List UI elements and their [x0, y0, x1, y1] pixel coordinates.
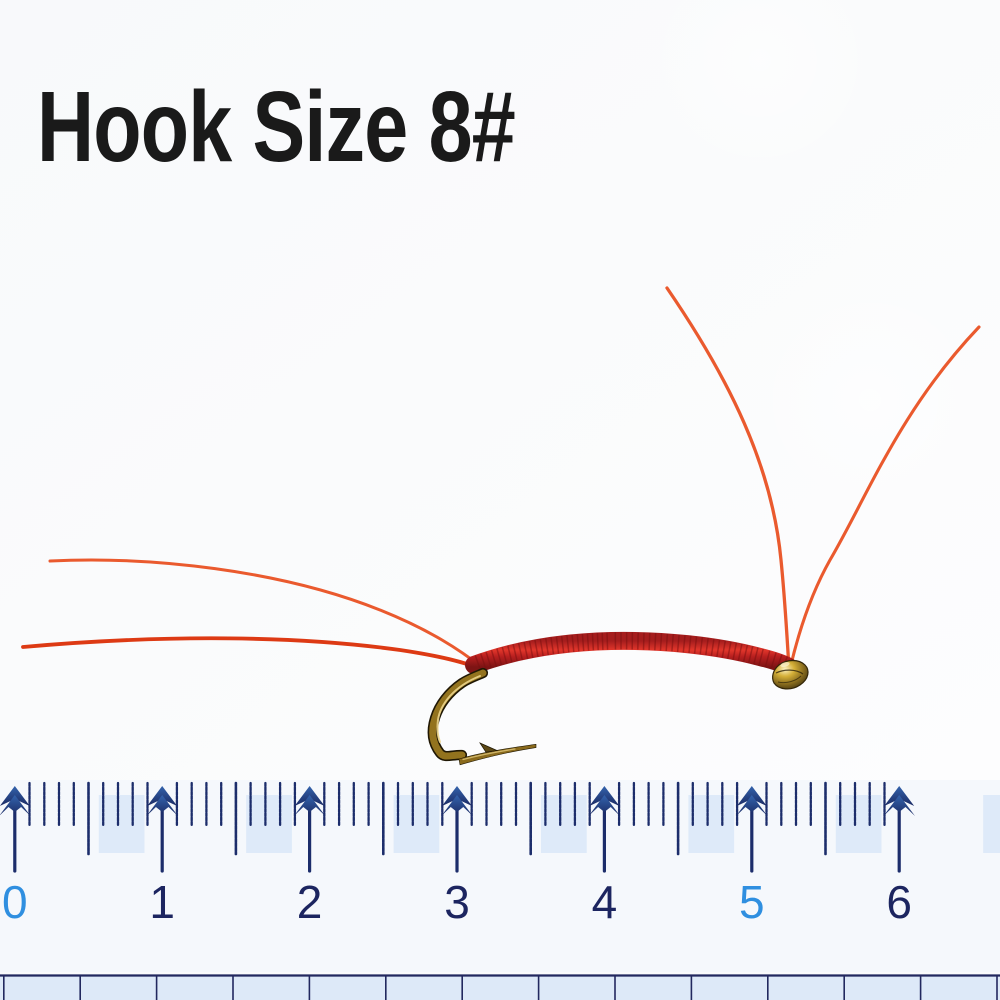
svg-text:6: 6	[886, 876, 912, 928]
svg-text:5: 5	[739, 876, 765, 928]
svg-text:0: 0	[2, 876, 28, 928]
svg-text:2: 2	[297, 876, 323, 928]
svg-text:3: 3	[444, 876, 470, 928]
svg-text:1: 1	[149, 876, 175, 928]
svg-text:4: 4	[592, 876, 618, 928]
